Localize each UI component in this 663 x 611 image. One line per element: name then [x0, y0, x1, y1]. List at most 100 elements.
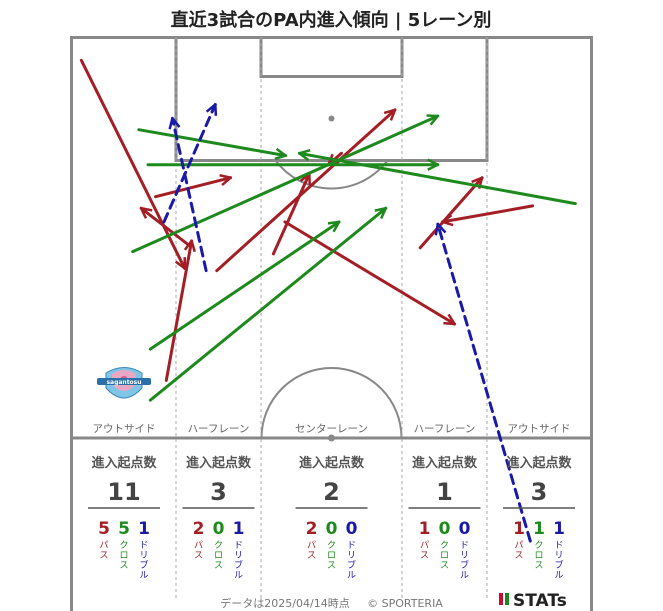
lane-1-pass-label-char-1: パ: [99, 540, 108, 551]
lane-3-cross-label-char-1: ク: [327, 540, 336, 551]
lane-1-pass-label-char-2: ス: [99, 551, 108, 561]
lane-3-stat-header: 進入起点数: [299, 455, 365, 471]
cross-arrow-16: [299, 153, 577, 206]
lane-3-dribble-count: 0: [346, 519, 358, 539]
lane-label-1: アウトサイド: [93, 423, 156, 435]
dribble-arrow-17: [172, 118, 208, 273]
lane-5-dribble-label-char-3: ブ: [554, 559, 563, 571]
lane-2-pass-count: 2: [193, 519, 205, 539]
lane-3-dribble-label-char-2: リ: [347, 551, 356, 561]
lane-5-cross-label-char-3: ス: [534, 561, 543, 571]
lane-3-cross-count: 0: [326, 519, 338, 539]
lane-1-cross-label-char-1: ク: [119, 540, 128, 551]
lane-3-pass-label-char-1: パ: [307, 540, 316, 551]
lane-1-dribble-label-char-4: ル: [139, 571, 148, 581]
lane-2-pass-label-char-1: パ: [194, 540, 203, 551]
lane-stats: 進入起点数115パス5クロス1ドリブル進入起点数32パス0クロス1ドリブル進入起…: [88, 455, 575, 581]
lane-2-dribble-count: 1: [233, 519, 245, 539]
lane-5-dribble-count: 1: [553, 519, 565, 539]
lane-3-pass-label-char-2: ス: [307, 551, 316, 561]
lane-2-pass-label-char-2: ス: [194, 551, 203, 561]
lane-label-4: ハーフレーン: [414, 423, 476, 435]
lane-5-dribble-label-char-2: リ: [554, 551, 563, 561]
lane-5-cross-count: 1: [533, 519, 545, 539]
lane-5-total: 3: [531, 478, 548, 506]
logo-wordmark: sagantosu: [106, 379, 141, 386]
lane-3-pass-count: 2: [306, 519, 318, 539]
lane-labels: アウトサイド ハーフレーン センターレーン ハーフレーン アウトサイド: [93, 423, 571, 435]
entry-arrows: [79, 58, 577, 543]
lane-5-cross-label-char-1: ク: [534, 540, 543, 551]
lane-1-cross-label-char-3: ス: [119, 561, 128, 571]
lane-2-cross-label-char-3: ス: [214, 561, 223, 571]
lane-3-dribble-label-char-3: ブ: [347, 559, 356, 571]
lane-3-dribble-label-char-4: ル: [347, 571, 356, 581]
lane-4-cross-count: 0: [439, 519, 451, 539]
penalty-arc: [274, 159, 389, 190]
lane-4-dribble-label-char-4: ル: [460, 571, 469, 581]
lane-label-5: アウトサイド: [508, 423, 571, 435]
dribble-arrow-18: [162, 105, 215, 224]
pass-arrow-4: [154, 178, 231, 199]
lane-1-total: 11: [107, 478, 140, 506]
lane-3-cross-label-char-3: ス: [327, 561, 336, 571]
lane-5-pass-label-char-1: パ: [514, 540, 523, 551]
lane-2-cross-label-char-1: ク: [214, 540, 223, 551]
penalty-area: [174, 36, 489, 162]
lane-1-cross-count: 5: [118, 519, 130, 539]
logo-band: [97, 378, 151, 385]
lane-2-stat-header: 進入起点数: [186, 455, 252, 471]
lane-2-dribble-label-char-2: リ: [234, 551, 243, 561]
dribble-arrow-19: [438, 224, 532, 543]
lane-5-pass-count: 1: [513, 519, 525, 539]
lane-2-dribble-label-char-1: ド: [234, 541, 243, 551]
lane-4-dribble-label-char-1: ド: [460, 541, 469, 551]
cross-arrow-14: [148, 222, 339, 351]
lane-3-cross-label-char-2: ロ: [327, 551, 336, 561]
lane-2-dribble-label-char-3: ブ: [234, 559, 243, 571]
lane-1-dribble-label-char-2: リ: [139, 551, 148, 561]
brand-logo: STATs: [499, 591, 567, 611]
lane-4-dribble-label-char-3: ブ: [460, 559, 469, 571]
lane-1-stat-header: 進入起点数: [91, 455, 157, 471]
lane-2-dribble-label-char-4: ル: [234, 571, 243, 581]
lane-2-cross-count: 0: [213, 519, 225, 539]
lane-1-dribble-label-char-1: ド: [139, 541, 148, 551]
lane-4-stat-header: 進入起点数: [412, 455, 478, 471]
lane-dividers: [175, 37, 488, 600]
cross-arrow-15: [148, 208, 385, 402]
lane-5-dribble-label-char-1: ド: [554, 541, 563, 551]
center-spot: [328, 434, 335, 442]
lane-5-dribble-label-char-4: ル: [554, 571, 563, 581]
cross-arrow-11: [137, 128, 286, 156]
pass-arrow-9: [418, 178, 482, 250]
goal-area: [259, 36, 404, 78]
center-circle: [260, 367, 403, 439]
lane-4-pass-label-char-2: ス: [420, 551, 429, 561]
lane-4-dribble-label-char-2: リ: [460, 551, 469, 561]
pass-arrow-6: [271, 174, 309, 256]
penalty-spot: [328, 115, 335, 122]
chart-title: 直近3試合のPA内進入傾向 | 5レーン別: [171, 9, 492, 31]
lane-1-cross-label-char-2: ロ: [119, 551, 128, 561]
lane-4-dribble-count: 0: [459, 519, 471, 539]
lane-2-cross-label-char-2: ロ: [214, 551, 223, 561]
lane-label-2: ハーフレーン: [188, 423, 250, 435]
lane-4-pass-count: 1: [419, 519, 431, 539]
brand-mark-red: [499, 593, 503, 605]
brand-wordmark: STATs: [513, 591, 567, 611]
team-logo: sagantosu: [97, 367, 151, 399]
lane-4-cross-label-char-2: ロ: [440, 551, 449, 561]
lane-2-total: 3: [210, 478, 227, 506]
footer-date: データは2025/04/14時点: [220, 596, 349, 610]
pass-arrow-1: [79, 58, 187, 268]
pass-arrow-3: [141, 208, 191, 247]
lane-5-cross-label-char-2: ロ: [534, 551, 543, 561]
lane-5-stat-header: 進入起点数: [506, 455, 572, 471]
lane-4-pass-label-char-1: パ: [420, 540, 429, 551]
lane-4-cross-label-char-1: ク: [440, 540, 449, 551]
lane-3-total: 2: [323, 478, 340, 506]
lane-4-total: 1: [436, 478, 453, 506]
lane-1-dribble-count: 1: [138, 519, 150, 539]
